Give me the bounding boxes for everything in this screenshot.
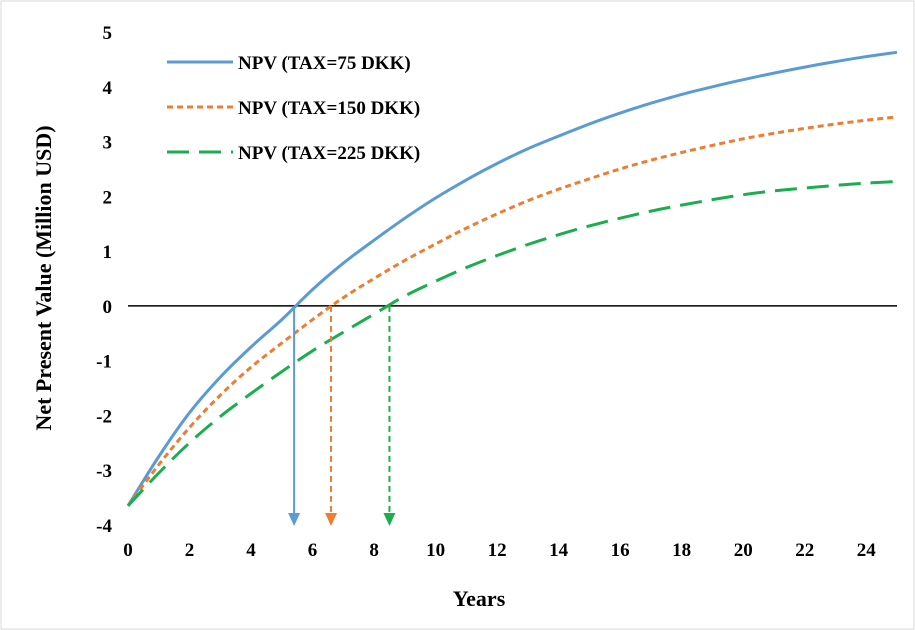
break-even-arrow-1 xyxy=(288,513,301,526)
legend-label-2: NPV (TAX=150 DKK) xyxy=(238,98,420,119)
x-tick-label: 8 xyxy=(369,540,379,561)
legend-label-3: NPV (TAX=225 DKK) xyxy=(238,143,420,164)
series-line-1 xyxy=(126,50,898,507)
y-tick-label: 4 xyxy=(103,78,113,99)
series-line-2 xyxy=(126,115,898,507)
x-tick-label: 14 xyxy=(549,540,569,561)
y-tick-label: -1 xyxy=(96,352,112,373)
break-even-arrow-2 xyxy=(325,513,338,526)
x-tick-label: 10 xyxy=(426,540,445,561)
y-tick-label: -3 xyxy=(96,461,112,482)
x-tick-label: 22 xyxy=(795,540,814,561)
x-tick-label: 18 xyxy=(672,540,691,561)
y-axis-title: Net Present Value (Million USD) xyxy=(31,125,56,430)
x-tick-label: 0 xyxy=(123,540,133,561)
x-tick-label: 2 xyxy=(185,540,195,561)
legend-label-1: NPV (TAX=75 DKK) xyxy=(238,53,411,74)
y-tick-label: -2 xyxy=(96,406,112,427)
x-tick-label: 24 xyxy=(857,540,877,561)
x-tick-label: 6 xyxy=(308,540,318,561)
series-lines xyxy=(126,50,898,507)
y-tick-label: 3 xyxy=(103,133,113,154)
x-tick-label: 12 xyxy=(488,540,507,561)
x-axis-title: Years xyxy=(453,586,506,611)
y-tick-label: 2 xyxy=(103,187,113,208)
series-line-3 xyxy=(126,180,898,507)
y-tick-label: 0 xyxy=(103,297,113,318)
x-tick-label: 16 xyxy=(611,540,630,561)
break-even-markers xyxy=(288,305,396,526)
y-tick-label: 1 xyxy=(103,242,113,263)
y-tick-labels: 5 4 3 2 1 0 -1 -2 -3 -4 xyxy=(96,23,112,537)
legend: NPV (TAX=75 DKK) NPV (TAX=150 DKK) NPV (TA… xyxy=(167,53,420,164)
x-tick-label: 4 xyxy=(246,540,256,561)
y-tick-label: -4 xyxy=(96,516,112,537)
x-tick-label: 20 xyxy=(734,540,753,561)
break-even-arrow-3 xyxy=(383,513,396,526)
y-tick-label: 5 xyxy=(103,23,113,44)
x-tick-labels: 0 2 4 6 8 10 12 14 16 18 20 22 24 xyxy=(123,540,876,561)
